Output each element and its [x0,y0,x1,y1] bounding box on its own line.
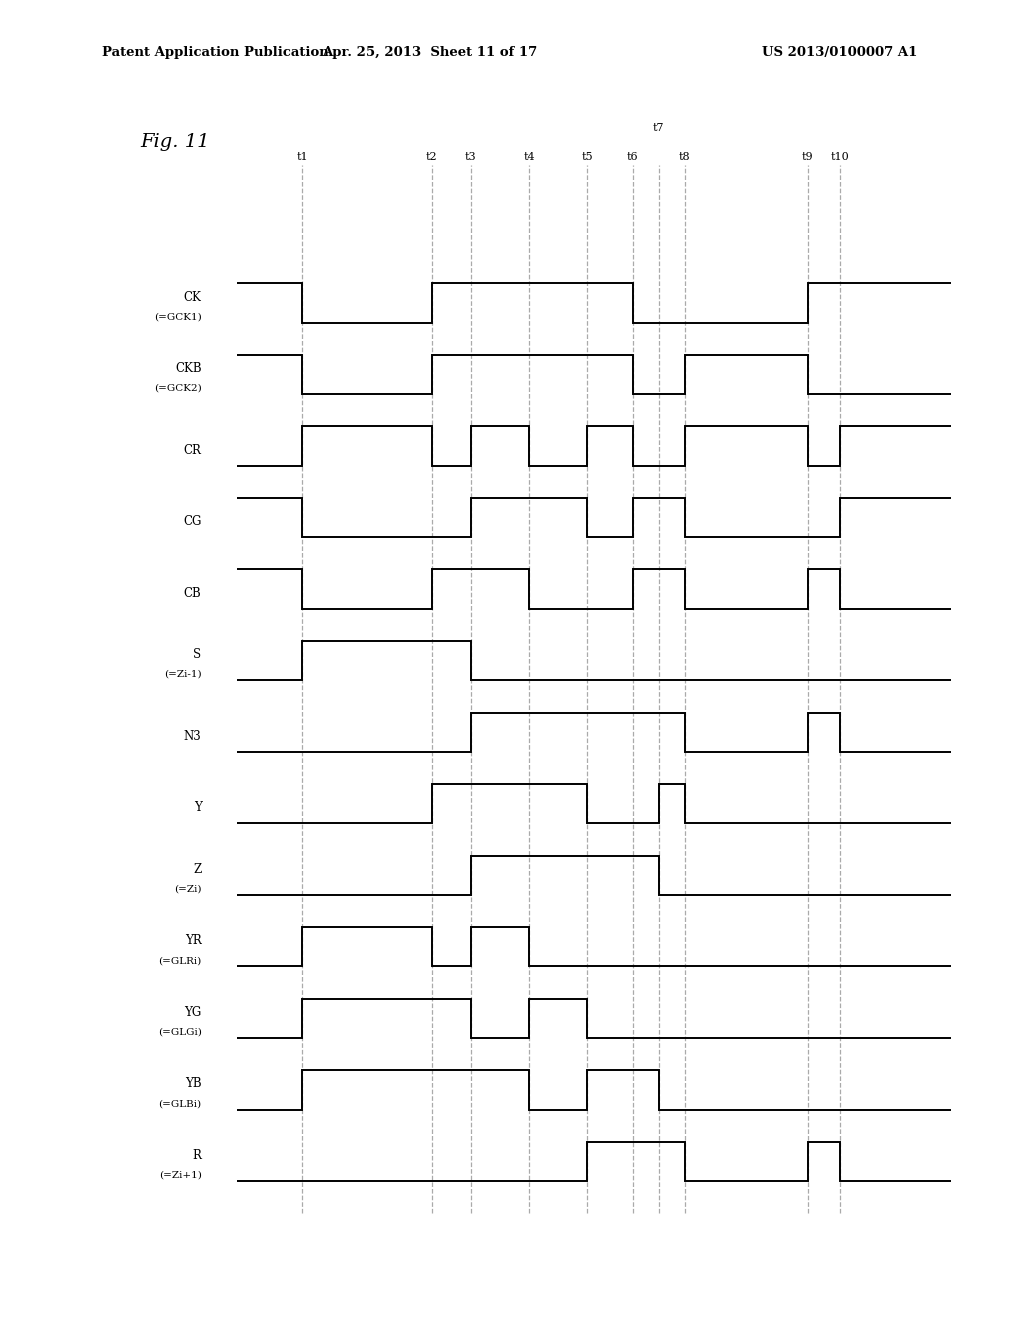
Text: (=Zi+1): (=Zi+1) [159,1171,202,1180]
Text: Apr. 25, 2013  Sheet 11 of 17: Apr. 25, 2013 Sheet 11 of 17 [323,46,538,59]
Text: CKB: CKB [175,362,202,375]
Text: t9: t9 [802,152,814,162]
Text: Fig. 11: Fig. 11 [140,133,210,150]
Text: (=GLGi): (=GLGi) [158,1028,202,1036]
Text: N3: N3 [183,730,202,743]
Text: CG: CG [183,515,202,528]
Text: S: S [194,648,202,661]
Text: t1: t1 [296,152,308,162]
Text: YR: YR [184,935,202,948]
Text: t2: t2 [426,152,437,162]
Text: t10: t10 [831,152,850,162]
Text: US 2013/0100007 A1: US 2013/0100007 A1 [762,46,918,59]
Text: t3: t3 [465,152,476,162]
Text: YG: YG [184,1006,202,1019]
Text: t5: t5 [582,152,593,162]
Text: YB: YB [185,1077,202,1090]
Text: t6: t6 [627,152,639,162]
Text: (=GLRi): (=GLRi) [159,956,202,965]
Text: t4: t4 [523,152,535,162]
Text: (=Zi): (=Zi) [174,884,202,894]
Text: (=GLBi): (=GLBi) [159,1100,202,1109]
Text: (=Zi-1): (=Zi-1) [164,671,202,678]
Text: CK: CK [183,290,202,304]
Text: t8: t8 [679,152,690,162]
Text: R: R [193,1148,202,1162]
Text: Z: Z [194,863,202,876]
Text: (=GCK1): (=GCK1) [154,313,202,321]
Text: CB: CB [183,586,202,599]
Text: CR: CR [183,444,202,457]
Text: (=GCK2): (=GCK2) [154,384,202,393]
Text: t7: t7 [653,123,665,133]
Text: Y: Y [194,801,202,814]
Text: Patent Application Publication: Patent Application Publication [102,46,329,59]
